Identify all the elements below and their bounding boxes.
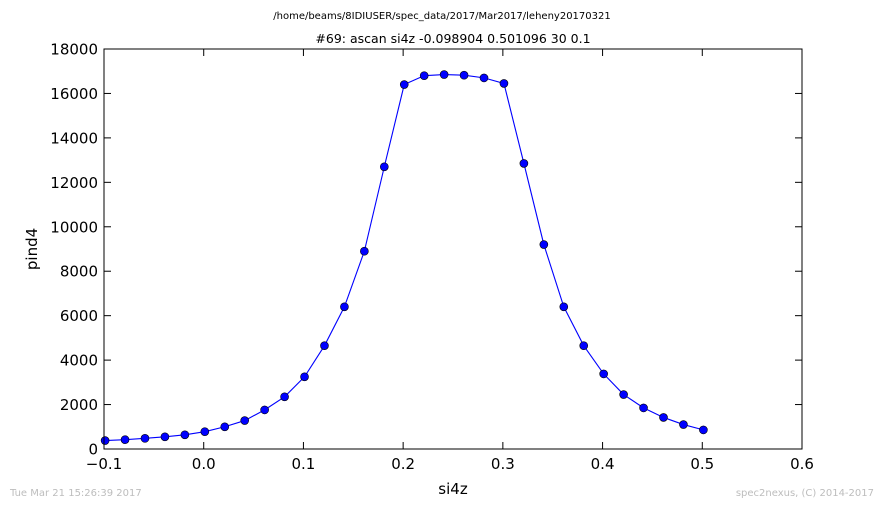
data-point: [579, 341, 589, 350]
data-point: [100, 436, 110, 445]
data-point: [240, 416, 249, 425]
data-point: [519, 159, 529, 168]
data-point: [340, 302, 349, 312]
footer-credit: spec2nexus, (C) 2014-2017: [735, 488, 874, 499]
data-point: [459, 70, 469, 80]
x-tick-label: 0.4: [591, 455, 615, 473]
y-tick-label: 2000: [60, 396, 98, 414]
data-point: [559, 302, 569, 312]
y-tick-label: 16000: [50, 85, 98, 103]
data-point: [160, 432, 170, 442]
figure-suptitle: /home/beams/8IDIUSER/spec_data/2017/Mar2…: [273, 11, 610, 22]
y-tick-label: 6000: [60, 307, 98, 325]
plot-area: −0.1 0.0 0.1 0.2 0.3 0.4 0.5 0.6 0 2000 4000 6000 80…: [50, 41, 814, 474]
y-axis-label: pind4: [23, 228, 41, 270]
data-point: [539, 240, 549, 249]
y-tick-label: 4000: [60, 352, 98, 370]
y-tick-label: 18000: [50, 41, 98, 59]
y-tick-label: 14000: [50, 129, 98, 147]
axes-frame: [103, 48, 803, 450]
y-tick-label: 8000: [60, 263, 98, 281]
data-point: [399, 80, 409, 89]
data-point: [120, 435, 130, 444]
data-point: [599, 369, 608, 379]
y-tick-label: 12000: [50, 174, 98, 192]
series-line: [105, 74, 704, 442]
x-tick-label: −0.1: [86, 455, 122, 473]
data-point: [180, 430, 190, 440]
data-point: [220, 422, 230, 432]
data-point: [260, 405, 269, 415]
y-tick-label: 10000: [50, 218, 98, 236]
data-point: [699, 425, 708, 435]
x-tick-label: 0.3: [491, 455, 515, 473]
data-point: [439, 70, 449, 79]
x-tick-label: 0.0: [192, 455, 216, 473]
data-point: [280, 392, 289, 402]
x-tick-label: 0.2: [391, 455, 415, 473]
chart-title: #69: ascan si4z -0.098904 0.501096 30 0.…: [315, 31, 590, 46]
data-point: [360, 246, 369, 256]
x-axis-label: si4z: [438, 480, 468, 498]
data-point: [379, 162, 389, 172]
data-point: [639, 403, 648, 413]
data-point: [200, 427, 210, 436]
data-point: [419, 71, 429, 80]
data-point: [479, 73, 489, 83]
x-tick-label: 0.6: [790, 455, 814, 473]
data-point: [140, 434, 150, 443]
data-point: [320, 341, 329, 350]
data-point: [300, 372, 309, 382]
data-point: [659, 413, 668, 422]
x-tick-label: 0.5: [690, 455, 714, 473]
footer-timestamp: Tue Mar 21 15:26:39 2017: [10, 488, 142, 499]
data-point: [499, 79, 509, 88]
data-point: [619, 390, 628, 399]
y-tick-label: 0: [88, 441, 98, 459]
x-tick-label: 0.1: [291, 455, 315, 473]
data-point: [679, 420, 688, 429]
